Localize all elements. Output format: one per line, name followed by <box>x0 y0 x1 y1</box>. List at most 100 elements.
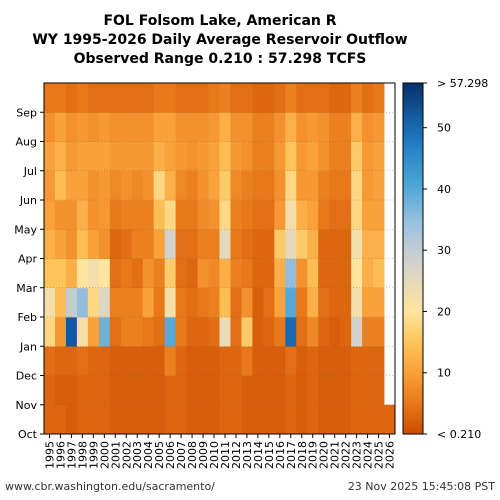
heatmap-cell <box>252 170 264 201</box>
heatmap-cell <box>351 200 363 230</box>
heatmap-cell <box>340 375 352 406</box>
heatmap-cell <box>76 258 89 289</box>
heatmap-cell <box>153 229 166 259</box>
heatmap-cell <box>109 258 122 289</box>
heatmap-cell <box>373 83 385 113</box>
heatmap-cell <box>329 83 341 113</box>
y-tick-label: Oct <box>18 428 38 441</box>
heatmap-cell <box>164 404 177 435</box>
heatmap-cell <box>186 317 198 347</box>
y-tick-label: Jan <box>19 340 37 353</box>
heatmap-cell <box>76 317 89 347</box>
heatmap-cell <box>307 404 319 435</box>
heatmap-cell <box>197 258 209 289</box>
heatmap-cell <box>362 112 374 142</box>
heatmap-cell <box>285 317 297 347</box>
heatmap-cell <box>131 346 144 376</box>
heatmap-cell <box>351 258 363 289</box>
heatmap-cell <box>65 287 78 318</box>
heatmap-cell <box>175 404 187 435</box>
heatmap-cell <box>340 112 352 142</box>
heatmap-cell <box>131 112 144 142</box>
heatmap-cell <box>197 287 209 318</box>
heatmap-cell <box>318 375 330 406</box>
heatmap-cell <box>274 200 286 230</box>
heatmap-cell <box>208 229 220 259</box>
heatmap-cell <box>318 141 330 172</box>
heatmap-cell <box>65 346 78 376</box>
x-tick-label: 2010 <box>208 441 221 469</box>
heatmap-cell <box>65 200 78 230</box>
heatmap-cell <box>362 287 374 318</box>
heatmap-cell <box>219 83 231 113</box>
heatmap-cell <box>373 141 385 172</box>
colorbar-tick-label: 10 <box>437 367 451 380</box>
x-tick-label: 2015 <box>263 441 276 469</box>
heatmap-cell <box>109 170 122 201</box>
heatmap-cell <box>318 83 330 113</box>
heatmap-cell <box>307 83 319 113</box>
heatmap-cell <box>65 258 78 289</box>
heatmap-cell <box>120 287 133 318</box>
x-tick-label: 1995 <box>43 441 56 469</box>
heatmap-cell <box>241 287 253 318</box>
heatmap-cell <box>329 287 341 318</box>
heatmap-cell <box>208 112 220 142</box>
heatmap-cell <box>241 112 253 142</box>
heatmap-cell <box>164 346 177 376</box>
heatmap-cell <box>318 317 330 347</box>
x-tick-label: 2005 <box>153 441 166 469</box>
heatmap-cell <box>175 375 187 406</box>
heatmap-cell <box>373 346 385 376</box>
heatmap-cell <box>241 229 253 259</box>
heatmap-cell <box>54 112 67 142</box>
x-tick-label: 2019 <box>307 441 320 469</box>
heatmap-cell <box>197 112 209 142</box>
heatmap-cell <box>142 83 155 113</box>
heatmap-cell <box>373 375 385 406</box>
heatmap-cell <box>197 375 209 406</box>
heatmap-cell <box>76 287 89 318</box>
y-tick-label: Jul <box>23 165 37 178</box>
heatmap-cell <box>285 112 297 142</box>
heatmap-cell <box>296 346 308 376</box>
y-axis-month-ticks: Oct Nov Dec Jan Feb Mar Apr May Jun Jul Aug Sep <box>14 106 44 441</box>
heatmap-cell <box>340 141 352 172</box>
heatmap-cell <box>362 404 374 435</box>
heatmap-cell <box>274 346 286 376</box>
heatmap-cell <box>65 141 78 172</box>
heatmap-cell <box>109 83 122 113</box>
heatmap-cell <box>307 346 319 376</box>
heatmap-cell <box>285 83 297 113</box>
heatmap-cell <box>186 404 198 435</box>
heatmap-cell <box>307 141 319 172</box>
heatmap-cell <box>241 170 253 201</box>
x-tick-label: 1996 <box>54 441 67 469</box>
heatmap-cell <box>373 112 385 142</box>
heatmap-cell <box>153 317 166 347</box>
x-tick-label: 2022 <box>340 441 353 469</box>
heatmap-cell <box>120 258 133 289</box>
heatmap-cell <box>164 83 177 113</box>
heatmap-cell <box>351 83 363 113</box>
x-tick-label: 2013 <box>241 441 254 469</box>
heatmap-cell <box>153 287 166 318</box>
heatmap-cell <box>285 404 297 435</box>
heatmap-cell <box>87 141 100 172</box>
heatmap-cell <box>296 229 308 259</box>
heatmap-cell <box>175 200 187 230</box>
heatmap-cell <box>329 141 341 172</box>
heatmap-cell <box>362 258 374 289</box>
heatmap-cell <box>296 83 308 113</box>
heatmap-cell <box>164 229 177 259</box>
heatmap-cell <box>186 200 198 230</box>
x-tick-label: 2001 <box>109 441 122 469</box>
heatmap-cell <box>351 229 363 259</box>
heatmap-cell <box>120 170 133 201</box>
heatmap-cell <box>98 375 111 406</box>
heatmap-cell <box>307 170 319 201</box>
x-tick-label: 1997 <box>65 441 78 469</box>
y-tick-label: Feb <box>18 311 37 324</box>
x-tick-label: 2024 <box>362 441 375 469</box>
